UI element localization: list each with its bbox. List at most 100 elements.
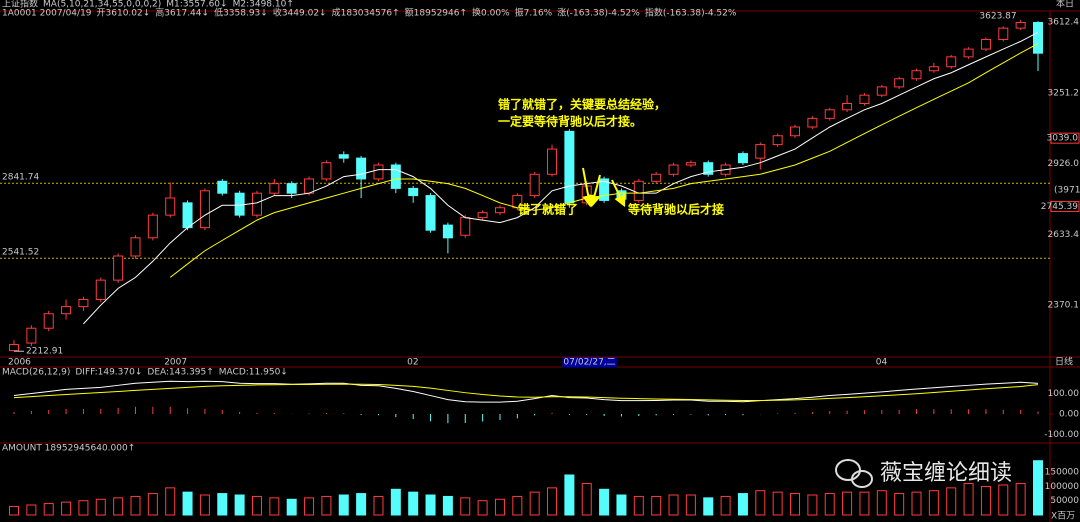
volume-bar [321,495,332,516]
candle-body [95,279,106,301]
volume-bar [61,501,72,516]
volume-bar [564,474,575,516]
candle-body [529,173,540,197]
candle-body [304,178,315,194]
volume-bar [26,504,37,516]
candle-body [494,207,505,214]
volume-bar [234,494,245,516]
volume-bar [338,494,349,516]
price-marker-box [1050,132,1080,144]
candle-body [842,102,853,111]
candle-body [182,202,193,229]
candle-body [737,153,748,164]
candle-body [130,237,141,257]
volume-bar [807,494,818,516]
candle-body [633,180,644,201]
volume-bar [581,483,592,516]
candle-body [564,130,575,204]
volume-bar [980,485,991,516]
volume-bar [529,491,540,516]
volume-bar [946,487,957,516]
y-tick-label: 150000 [1045,468,1080,478]
volume-bar [512,495,523,516]
volume-bar [668,494,679,516]
candle-body [390,164,401,189]
volume-bar [772,491,783,516]
candle-body [442,224,453,239]
x-tick-label: 2007 [164,358,187,368]
volume-bar [755,490,766,516]
candle-body [78,299,89,308]
high-label: 3623.87 [979,11,1016,21]
candle-body [859,94,870,104]
header-item: M2:3498.10↑ [233,0,294,10]
candle-body [425,195,436,231]
diff-line [13,380,1039,403]
volume-bar [703,497,714,516]
annotation: 等待背驰以后才接 [627,202,724,217]
candle-body [338,154,349,159]
volume-bar [251,495,262,516]
volume-bar [9,505,19,516]
volume-bar [356,493,367,516]
y-tick-label: 2926.0 [1048,159,1080,169]
volume-bar [842,491,853,516]
header-item: MACD:11.950↓ [219,368,288,378]
price-marker: 2745.39 [1041,202,1078,212]
candle-body [928,66,939,72]
volume-bar [720,495,731,516]
candle-body [251,192,262,216]
volume-bar [894,493,905,516]
y-tick-label: 100.00 [1048,389,1080,399]
volume-bar [304,497,315,516]
arrows [582,167,626,208]
header-item: DEA:143.395↑ [147,368,213,378]
volume-bar [790,493,801,516]
candle-body [1033,22,1043,54]
price-marker-box [1050,200,1080,212]
candle-body [234,192,245,216]
candle-body [61,306,72,315]
y-tick-label: 0.00 [1059,409,1079,419]
y-tick-label: 2370.1 [1048,301,1080,311]
header-item: 收3449.02↓ [273,7,327,19]
volume-bar [408,491,419,516]
header-item: MA(5,10,21,34,55,0,0,0,2) [43,0,161,10]
candle-body [477,212,488,219]
y-tick-label: 2633.4 [1048,230,1080,240]
header-item: M1:3557.60↓ [166,0,227,10]
header-item: 指数(-163.38)-4.52% [645,7,737,19]
candle-body [998,27,1009,40]
volume-bar [373,495,384,516]
volume-bar [928,490,939,516]
candle-body [217,180,228,194]
header-item: 换0.00% [472,7,510,19]
candle-body [599,178,610,201]
ma-line [83,31,1039,325]
volume-bar [963,483,974,516]
candle-body [373,164,384,180]
header-item: AMOUNT 18952945640.000↑ [2,444,135,454]
candle-body [894,78,905,88]
header-item: 1A0001 2007/04/19 [2,9,92,19]
header-item: 低3358.93↓ [214,7,268,19]
volume-bar [911,491,922,516]
volume-bar [130,495,141,516]
candle-body [980,38,991,50]
volume-bar [113,497,124,516]
volume-bar [685,494,696,516]
volume-bar [165,487,176,516]
volume-bar [616,494,627,516]
candle-body [460,217,471,236]
candle-body [547,148,558,175]
candle-body [790,126,801,137]
header-item: DIFF:149.370↓ [75,368,142,378]
y-tick-label: -100.00 [1044,430,1079,440]
candle-body [113,255,124,281]
candle-body [876,86,887,96]
volume-bar [286,498,297,516]
header-item: 额18952946↑ [405,7,467,19]
candle-body [269,183,280,194]
dea-line [13,383,1039,401]
candle-body [286,183,297,194]
